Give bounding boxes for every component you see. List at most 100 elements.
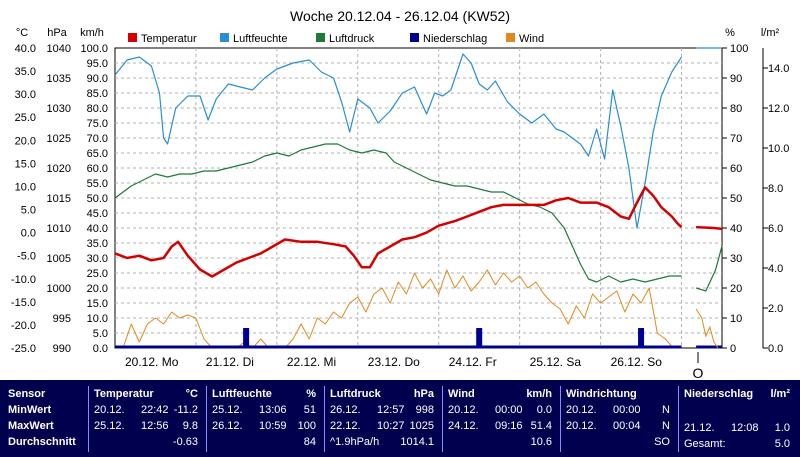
- min-date: 20.12.: [448, 404, 479, 416]
- precipitation-axis-tick-label: 12.0: [768, 103, 789, 115]
- pressure-axis-tick-label: 1010: [47, 223, 71, 235]
- wind-direction-marker: O: [693, 365, 704, 380]
- pressure-axis-tick-label: 1005: [47, 253, 71, 265]
- precipitation-bar: [243, 328, 250, 348]
- pressure-axis-tick-label: 1030: [47, 103, 71, 115]
- series-layer: [114, 47, 723, 349]
- legend-swatch: [506, 33, 515, 42]
- humidity-axis-tick-label: 0: [730, 343, 736, 355]
- precipitation-axis-tick-label: 8.0: [768, 183, 783, 195]
- stat-column-wind: Wind km/h 20.12. 00:00 0.0 24.12. 09:16 51.4 10.…: [442, 386, 557, 452]
- x-tick-label: 23.12. Do: [368, 355, 420, 369]
- max-value: N: [662, 420, 670, 432]
- max-date: 20.12.: [566, 420, 597, 432]
- legend-label: Luftdruck: [329, 33, 375, 45]
- min-date: 25.12.: [212, 404, 243, 416]
- max-value: 9.8: [182, 420, 198, 432]
- precipitation-axis-tick-label: 10.0: [768, 143, 789, 155]
- stat-column-luftfeuchte: Luftfeuchte% 25.12. 13:06 51 26.12. 10:59 100 8…: [206, 386, 321, 452]
- temperature-axis-tick-label: 30.0: [15, 89, 36, 101]
- row-labels-column: Sensor MinWert MaxWert Durchschnitt: [4, 386, 86, 452]
- legend-swatch: [316, 33, 325, 42]
- row-label-max: MaxWert: [8, 420, 54, 432]
- humidity-axis-tick-label: 40: [730, 223, 742, 235]
- min-value: 998: [415, 404, 434, 416]
- humidity-axis-tick-label: 90: [730, 73, 742, 85]
- precipitation-axis-tick-label: 4.0: [768, 263, 783, 275]
- min-value: -11.2: [173, 404, 198, 416]
- min-date: 20.12.: [94, 404, 125, 416]
- humidity-axis-tick-label: 60: [730, 163, 742, 175]
- legend-label: Wind: [519, 33, 544, 45]
- max-time: 09:16: [495, 420, 523, 432]
- wind-axis-tick-label: 90.0: [87, 73, 108, 85]
- pressure-axis-tick-label: 1040: [47, 43, 71, 55]
- pressure-axis-tick-label: 995: [53, 313, 71, 325]
- max-time: 10:27: [377, 420, 405, 432]
- max-date: 26.12.: [212, 420, 243, 432]
- temperature-axis-tick-label: -15.0: [11, 297, 36, 309]
- max-time: 10:59: [259, 420, 287, 432]
- temperature-axis-tick-label: 5.0: [21, 205, 36, 217]
- legend-swatch: [410, 33, 419, 42]
- legend-label: Temperatur: [141, 33, 197, 45]
- wind-axis-tick-label: 30.0: [87, 253, 108, 265]
- wind-line-segment2: [695, 308, 719, 349]
- row-label-sensor: Sensor: [8, 388, 46, 400]
- legend-swatch: [128, 33, 137, 42]
- legend-label: Niederschlag: [423, 33, 487, 45]
- right-axes: 100908070605040302010014.012.010.08.06.0…: [722, 27, 789, 355]
- pressure-axis-tick-label: 1015: [47, 193, 71, 205]
- wind-line: [115, 269, 682, 349]
- precipitation-axis-tick-label: 14.0: [768, 63, 789, 75]
- min-time: 00:00: [495, 404, 523, 416]
- column-unit: °C: [185, 388, 198, 400]
- humidity-unit: %: [725, 27, 735, 39]
- temperature-unit: °C: [16, 27, 28, 39]
- temperature-axis-tick-label: 25.0: [15, 112, 36, 124]
- column-unit: l/m²: [770, 388, 790, 400]
- humidity-axis-tick-label: 30: [730, 253, 742, 265]
- column-title: Windrichtung: [566, 388, 637, 400]
- pressure-axis-tick-label: 1025: [47, 133, 71, 145]
- grid: [114, 47, 723, 349]
- avg-value: 1014.1: [400, 436, 434, 448]
- avg-value: 84: [303, 436, 316, 448]
- temperature-axis-tick-label: -20.0: [11, 320, 36, 332]
- chart-title: Woche 20.12.04 - 26.12.04 (KW52): [290, 8, 510, 24]
- wind-axis-tick-label: 40.0: [87, 223, 108, 235]
- x-tick-label: 26.12. So: [611, 355, 663, 369]
- humidity-axis-tick-label: 50: [730, 193, 742, 205]
- wind-axis-tick-label: 25.0: [87, 268, 108, 280]
- humidity-axis-tick-label: 100: [730, 43, 748, 55]
- max-value: 1.0: [774, 422, 790, 434]
- stat-column-windrichtung: Windrichtung 20.12. 00:00 N 20.12. 00:04 N SO: [560, 386, 675, 452]
- pressure-axis-tick-label: 990: [53, 343, 71, 355]
- humidity-axis-tick-label: 70: [730, 133, 742, 145]
- column-unit: %: [306, 388, 316, 400]
- max-date: 21.12.: [684, 422, 715, 434]
- x-axis: 20.12. Mo 21.12. Di 22.12. Mi 23.12. Do 24.1…: [125, 355, 662, 369]
- precipitation-bar: [476, 328, 483, 348]
- wind-axis-tick-label: 50.0: [87, 193, 108, 205]
- column-title: Luftdruck: [330, 388, 381, 400]
- precipitation-bar: [638, 328, 645, 348]
- avg-value: -0.63: [172, 436, 198, 448]
- x-tick-label: 25.12. Sa: [530, 355, 582, 369]
- max-value: 1025: [409, 420, 434, 432]
- statistics-panel: Sensor MinWert MaxWert Durchschnitt Temp…: [0, 380, 800, 457]
- stat-column-temperatur: Temperatur °C 20.12. 22:42 -11.2 25.12. 12:56 9…: [88, 386, 203, 452]
- avg-value: 5.0: [774, 438, 790, 450]
- column-title: Temperatur: [94, 388, 154, 400]
- temperature-axis-tick-label: 20.0: [15, 135, 36, 147]
- temperature-axis-tick-label: 0.0: [21, 228, 36, 240]
- wind-axis-tick-label: 45.0: [87, 208, 108, 220]
- wind-axis-tick-label: 20.0: [87, 283, 108, 295]
- wind-axis-tick-label: 95.0: [87, 58, 108, 70]
- wind-axis-tick-label: 15.0: [87, 298, 108, 310]
- pressure-unit: hPa: [47, 27, 67, 39]
- stat-column-luftdruck: Luftdruck hPa 26.12. 12:57 998 22.12. 10:27 102…: [324, 386, 439, 452]
- wind-axis-tick-label: 80.0: [87, 103, 108, 115]
- pressure-axis-tick-label: 1020: [47, 163, 71, 175]
- wind-axis-tick-label: 0.0: [93, 343, 108, 355]
